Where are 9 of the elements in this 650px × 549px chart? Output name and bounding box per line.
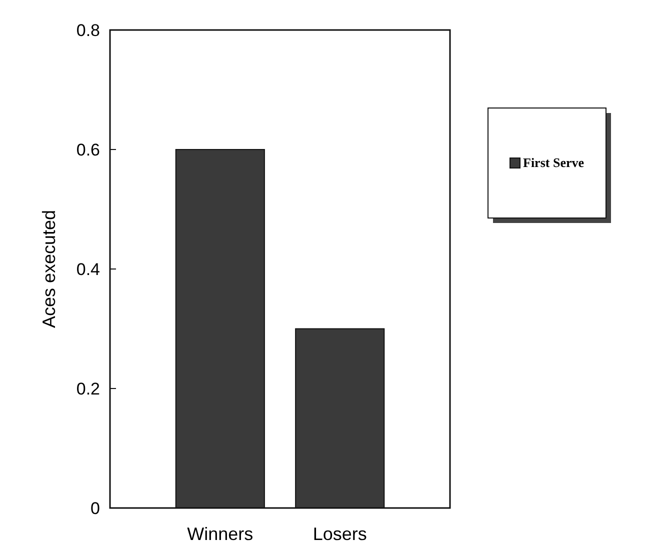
legend-label: First Serve <box>523 155 584 170</box>
y-tick-label: 0 <box>90 498 100 518</box>
y-tick-label: 0.6 <box>76 140 100 160</box>
y-tick-label: 0.2 <box>76 379 100 398</box>
y-tick-label: 0.8 <box>76 20 100 40</box>
y-axis-title: Aces executed <box>39 210 59 328</box>
x-tick-label: Losers <box>312 524 367 544</box>
x-tick-label: Winners <box>187 524 254 544</box>
y-tick-label: 0.4 <box>76 260 100 279</box>
